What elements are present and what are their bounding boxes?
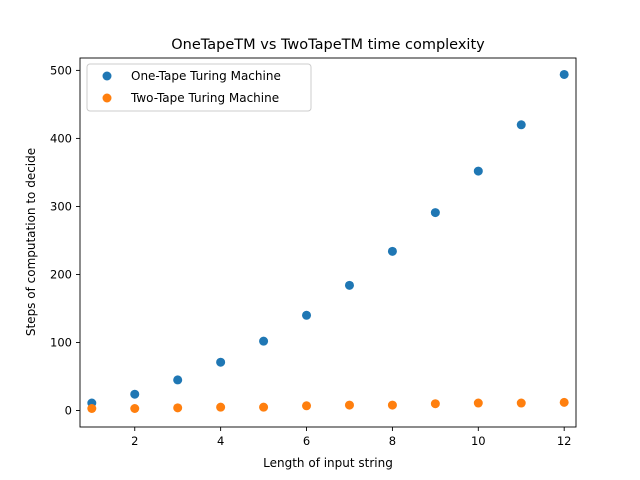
data-point-series-1 [559,69,569,79]
legend-marker-series-1 [102,71,112,81]
data-point-series-2 [130,403,140,413]
data-point-series-1 [387,246,397,256]
y-tick-label: 500 [50,63,72,77]
data-point-series-2 [259,402,269,412]
legend: One-Tape Turing Machine Two-Tape Turing M… [86,63,312,112]
data-point-series-1 [302,310,312,320]
data-point-series-1 [516,120,526,130]
y-tick-label: 300 [50,199,72,213]
data-point-series-2 [344,400,354,410]
data-point-series-1 [259,336,269,346]
plot-area: 2 4 6 8 10 12 0 100 200 300 400 500 [50,57,577,448]
series-1-points [87,69,569,408]
data-point-series-1 [473,166,483,176]
data-point-series-2 [216,402,226,412]
data-point-series-2 [302,401,312,411]
legend-label-series-1: One-Tape Turing Machine [131,69,281,83]
y-tick-label: 200 [50,267,72,281]
data-point-series-2 [559,397,569,407]
data-point-series-1 [430,208,440,218]
series-2-points [87,397,569,413]
legend-label-series-2: Two-Tape Turing Machine [130,91,279,105]
y-tick-label: 0 [65,404,72,418]
x-tick-label: 12 [557,434,572,448]
y-tick-label: 400 [50,131,72,145]
data-point-series-2 [387,400,397,410]
data-point-series-1 [216,357,226,367]
chart-title: OneTapeTM vs TwoTapeTM time complexity [171,37,485,53]
data-point-series-2 [87,403,97,413]
x-axis-label: Length of input string [263,456,393,470]
legend-box [86,63,312,112]
data-point-series-1 [173,375,183,385]
y-tick-label: 100 [50,336,72,350]
y-axis-label: Steps of computation to decide [24,148,38,336]
data-point-series-2 [473,398,483,408]
x-tick-label: 8 [389,434,396,448]
data-point-series-1 [130,389,140,399]
data-point-series-1 [344,280,354,290]
x-tick-label: 10 [471,434,486,448]
data-point-series-2 [430,399,440,409]
x-tick-label: 4 [217,434,224,448]
data-point-series-2 [173,403,183,413]
data-point-series-2 [516,398,526,408]
axes-frame [79,57,577,428]
x-tick-label: 6 [303,434,310,448]
legend-marker-series-2 [102,93,112,103]
x-tick-label: 2 [131,434,138,448]
